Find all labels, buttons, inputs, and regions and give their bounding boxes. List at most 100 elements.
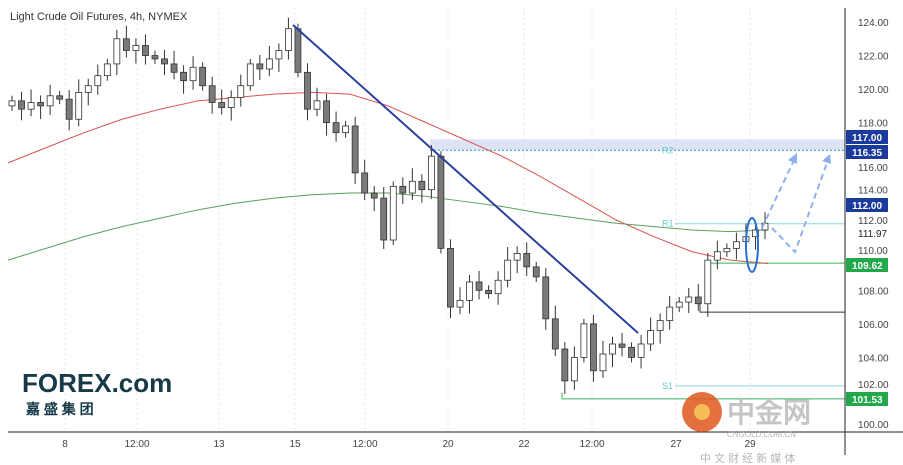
price-badge — [846, 130, 888, 144]
candle-body — [599, 353, 607, 372]
candle-body — [656, 320, 664, 331]
price-tick-label: 100.00 — [858, 420, 889, 431]
candle-body — [532, 266, 540, 278]
moving-average-red — [7, 91, 769, 264]
candle-body — [370, 192, 378, 199]
svg-text:嘉 盛 集 团: 嘉 盛 集 团 — [25, 401, 94, 417]
candle-body — [265, 58, 273, 70]
candle-body — [342, 125, 350, 134]
time-tick-label: 13 — [213, 439, 225, 450]
candle-body — [304, 71, 311, 110]
candle-body — [122, 38, 130, 51]
r2-label: R2 — [662, 145, 674, 155]
candle-body — [580, 323, 588, 358]
candle-body — [75, 92, 83, 120]
price-tick-label: 106.00 — [858, 320, 889, 331]
candle-body — [256, 63, 264, 70]
candle-body — [8, 100, 16, 107]
candle-body — [408, 180, 416, 194]
candle-body — [466, 281, 473, 301]
candle-body — [637, 343, 645, 358]
price-tick-label: 112.00 — [858, 216, 888, 227]
candle-body — [84, 85, 92, 93]
candle-body — [475, 281, 483, 291]
candle-body — [504, 259, 512, 281]
candle-body — [590, 323, 597, 372]
price-tick-label: 108.00 — [858, 286, 889, 297]
candle-body — [113, 38, 121, 65]
candle-body — [37, 102, 44, 107]
low-line — [561, 392, 845, 400]
time-tick-label: 8 — [62, 439, 68, 450]
candle-body — [513, 253, 521, 261]
moving-average-green — [7, 192, 769, 261]
candle-body — [694, 296, 702, 305]
resistance-zone — [430, 139, 845, 151]
candle-body — [46, 95, 54, 107]
candle-body — [189, 66, 197, 82]
candle-body — [618, 343, 626, 348]
arrow-head-icon — [788, 153, 797, 164]
candle-body — [609, 343, 616, 355]
last-price-label: 111.97 — [858, 229, 888, 240]
candle-body — [332, 122, 340, 134]
candle-body — [323, 100, 330, 124]
projection-arrow-up — [761, 157, 796, 229]
candle-body — [246, 63, 254, 87]
price-badge-label: 101.53 — [852, 395, 883, 406]
candle-body — [199, 66, 207, 87]
candle-body — [94, 75, 102, 87]
candle-body — [494, 279, 502, 295]
time-tick-label: 27 — [670, 439, 682, 450]
candle-body — [752, 229, 759, 238]
time-tick-label: 15 — [289, 439, 301, 450]
candle-body — [733, 241, 740, 249]
forex-logo: FOREX.com 嘉 盛 集 团 — [22, 368, 172, 417]
price-badge — [846, 145, 888, 159]
candle-body — [56, 95, 64, 100]
price-badge-label: 109.62 — [852, 261, 883, 272]
candle-body — [180, 71, 187, 82]
svg-text:中金网: 中金网 — [727, 396, 811, 428]
candle-body — [294, 28, 302, 73]
chart-title: Light Crude Oil Futures, 4h, NYMEX — [10, 11, 188, 23]
candle-body — [151, 55, 159, 60]
time-tick-label: 29 — [744, 439, 756, 450]
candle-body — [485, 289, 492, 295]
highlight-ellipse — [745, 217, 759, 273]
cngold-watermark: 中金网 CNGOLD.COM.CN 中 文 财 经 新 媒 体 — [682, 392, 811, 465]
candle-body — [237, 85, 245, 98]
candle-body — [456, 299, 464, 308]
candle-body — [418, 180, 426, 191]
price-tick-label: 104.00 — [858, 353, 889, 364]
price-badge — [846, 392, 888, 406]
candle-body — [132, 45, 140, 51]
candle-body — [65, 98, 73, 120]
candle-body — [685, 296, 693, 303]
projection-arrow-pullback — [771, 159, 829, 254]
price-tick-label: 116.00 — [858, 163, 888, 174]
price-tick-label: 118.00 — [858, 119, 888, 130]
candle-body — [713, 251, 721, 261]
candle-body — [227, 97, 235, 108]
price-badge-label: 116.35 — [852, 148, 882, 159]
price-tick-label: 122.00 — [858, 52, 889, 63]
price-badge — [846, 258, 888, 272]
candle-body — [313, 100, 321, 110]
candle-body — [447, 247, 454, 308]
time-tick-label: 12:00 — [352, 439, 377, 450]
candle-body — [218, 102, 226, 108]
r1-label: R1 — [662, 219, 674, 229]
candle-body — [399, 185, 407, 194]
time-tick-label: 20 — [442, 439, 454, 450]
candle-body — [18, 100, 25, 110]
time-tick-label: 12:00 — [124, 439, 149, 450]
candle-body — [523, 253, 531, 268]
candle-body — [389, 185, 397, 241]
candle-body — [723, 247, 731, 253]
price-tick-label: 102.00 — [858, 380, 889, 391]
price-tick-label: 120.00 — [858, 85, 889, 96]
price-tick-label: 124.00 — [858, 18, 889, 29]
svg-text:CNGOLD.COM.CN: CNGOLD.COM.CN — [727, 430, 796, 439]
